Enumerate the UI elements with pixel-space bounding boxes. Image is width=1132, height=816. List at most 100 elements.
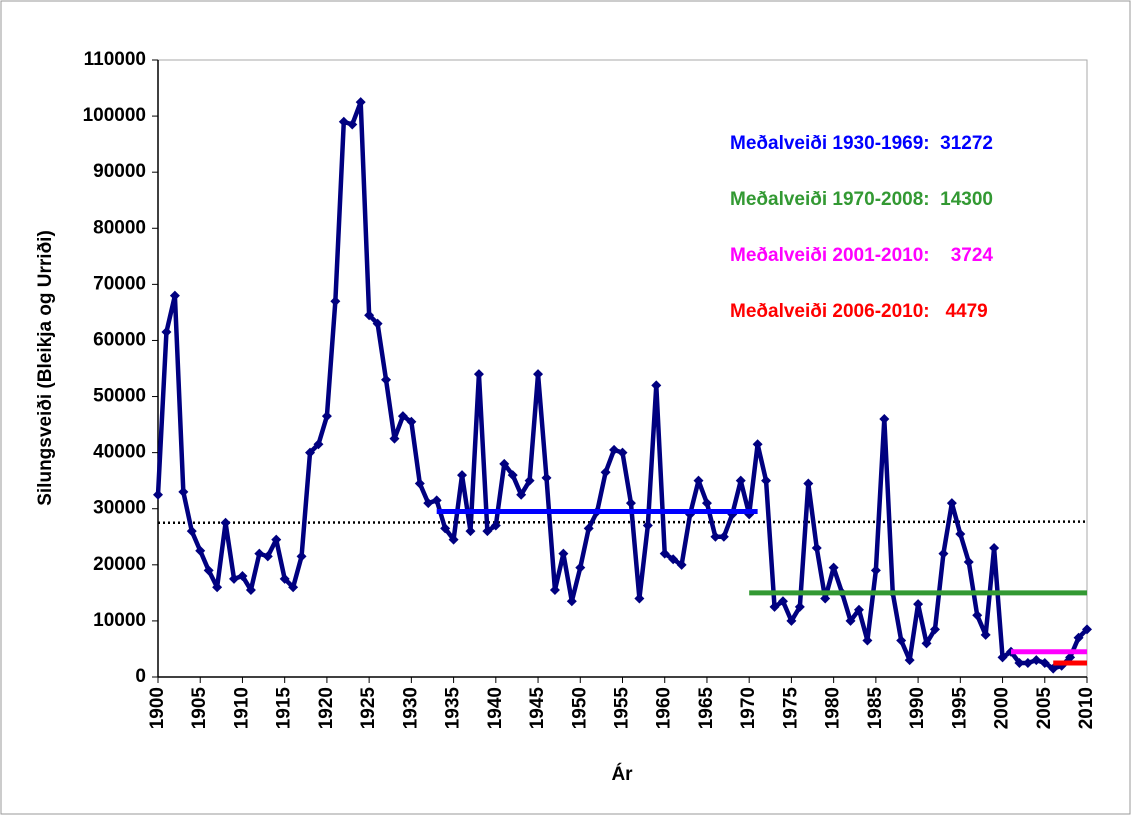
- y-tick-label: 60000: [93, 329, 146, 350]
- data-point: [862, 635, 873, 646]
- x-tick-label: 1975: [780, 687, 801, 730]
- y-tick-label: 90000: [93, 161, 146, 182]
- x-tick-label: 1910: [231, 687, 252, 729]
- x-tick-label: 1970: [738, 687, 759, 729]
- data-point: [668, 554, 679, 565]
- data-point: [203, 565, 214, 576]
- data-point: [820, 593, 831, 604]
- data-point: [364, 310, 375, 321]
- data-point: [549, 585, 560, 596]
- data-point: [735, 475, 746, 486]
- data-point: [1014, 657, 1025, 668]
- data-point: [642, 520, 653, 531]
- data-point: [541, 472, 552, 483]
- data-point: [296, 551, 307, 562]
- x-tick-label: 1955: [612, 687, 633, 730]
- data-point: [338, 116, 349, 127]
- x-tick-label: 1900: [147, 687, 168, 729]
- data-point: [254, 548, 265, 559]
- data-point: [262, 551, 273, 562]
- x-tick-label: 1980: [823, 687, 844, 729]
- data-point: [465, 526, 476, 537]
- data-point: [1022, 657, 1033, 668]
- x-tick-label: 1925: [358, 687, 379, 730]
- data-point: [693, 475, 704, 486]
- data-point: [803, 478, 814, 489]
- data-point: [499, 458, 510, 469]
- data-point: [524, 475, 535, 486]
- data-point: [575, 562, 586, 573]
- data-point: [845, 615, 856, 626]
- x-tick-label: 2005: [1034, 687, 1055, 730]
- x-tick-label: 1930: [400, 687, 421, 729]
- x-tick-label: 1935: [443, 687, 464, 730]
- data-point: [406, 416, 417, 427]
- data-point: [440, 523, 451, 534]
- y-tick-label: 40000: [93, 442, 146, 463]
- y-tick-label: 70000: [93, 273, 146, 294]
- annotation: Meðalveiði 2006-2010: 4479: [730, 301, 988, 322]
- data-point: [490, 520, 501, 531]
- data-point: [347, 119, 358, 130]
- data-point: [710, 531, 721, 542]
- data-point: [271, 534, 282, 545]
- data-point: [659, 548, 670, 559]
- data-point: [558, 548, 569, 559]
- data-point: [245, 585, 256, 596]
- x-tick-label: 1960: [654, 687, 675, 729]
- data-point: [1031, 655, 1042, 666]
- data-point: [761, 475, 772, 486]
- y-tick-label: 50000: [93, 386, 146, 407]
- data-point: [972, 610, 983, 621]
- data-point: [533, 369, 544, 380]
- annotation: Meðalveiði 1970-2008: 14300: [730, 189, 993, 210]
- x-tick-label: 1940: [485, 687, 506, 729]
- data-point: [237, 571, 248, 582]
- data-point: [372, 318, 383, 329]
- data-point: [989, 542, 1000, 553]
- data-point: [397, 411, 408, 422]
- data-point: [946, 498, 957, 509]
- data-point: [651, 380, 662, 391]
- x-tick-label: 1905: [189, 687, 210, 730]
- data-point: [414, 478, 425, 489]
- y-tick-label: 110000: [84, 49, 146, 70]
- data-point: [997, 652, 1008, 663]
- data-point: [752, 439, 763, 450]
- data-point: [195, 545, 206, 556]
- data-point: [583, 523, 594, 534]
- y-tick-label: 30000: [93, 498, 146, 519]
- y-tick-label: 0: [135, 666, 146, 687]
- data-point: [701, 498, 712, 509]
- data-point: [186, 526, 197, 537]
- data-point: [423, 498, 434, 509]
- annotation: Meðalveiði 2001-2010: 3724: [730, 245, 993, 266]
- data-point: [1073, 632, 1084, 643]
- data-point: [288, 582, 299, 593]
- data-point: [955, 528, 966, 539]
- data-point: [1039, 657, 1050, 668]
- x-tick-label: 1920: [316, 687, 337, 729]
- data-point: [161, 327, 172, 338]
- data-point: [313, 439, 324, 450]
- x-tick-label: 1915: [274, 687, 295, 730]
- data-point: [448, 534, 459, 545]
- data-point: [921, 638, 932, 649]
- data-point: [1065, 652, 1076, 663]
- data-point: [769, 601, 780, 612]
- data-point: [1048, 663, 1059, 674]
- data-point: [938, 548, 949, 559]
- data-point: [220, 517, 231, 528]
- data-point: [676, 559, 687, 570]
- data-point: [609, 444, 620, 455]
- y-axis-label: Silungsveiði (Bleikja og Urriði): [35, 230, 56, 506]
- annotation: Meðalveiði 1930-1969: 31272: [730, 133, 993, 154]
- data-point: [457, 470, 468, 481]
- y-tick-label: 80000: [93, 217, 146, 238]
- x-tick-label: 2010: [1076, 687, 1097, 729]
- data-point: [566, 596, 577, 607]
- data-point: [229, 573, 240, 584]
- data-point: [853, 604, 864, 615]
